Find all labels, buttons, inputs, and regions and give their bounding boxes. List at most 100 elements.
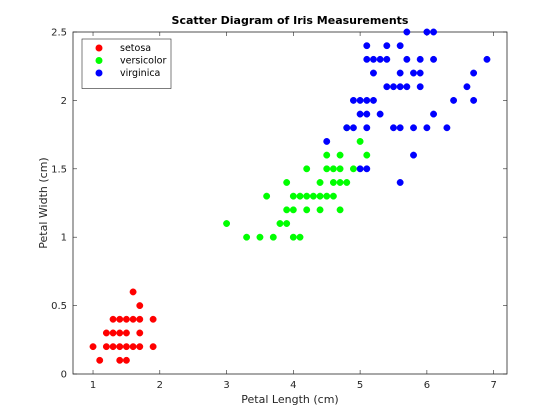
versicolor-point: [329, 165, 337, 173]
setosa-point: [149, 343, 157, 351]
versicolor-point: [223, 220, 231, 227]
virginica-point: [370, 55, 377, 63]
legend-marker-setosa: [95, 44, 103, 52]
versicolor-point: [349, 165, 357, 173]
setosa-point: [122, 329, 130, 337]
setosa-point: [136, 315, 144, 323]
virginica-point: [343, 124, 351, 132]
setosa-point: [109, 343, 117, 351]
y-tick-label: 1.5: [51, 164, 67, 175]
versicolor-point: [309, 192, 317, 200]
virginica-point: [363, 42, 371, 50]
x-tick-label: 2: [157, 380, 163, 391]
virginica-point: [470, 96, 478, 104]
virginica-point: [383, 83, 391, 91]
versicolor-point: [283, 206, 291, 214]
setosa-point: [116, 343, 124, 351]
versicolor-point: [276, 220, 284, 227]
virginica-point: [370, 69, 377, 77]
virginica-point: [390, 124, 397, 132]
y-tick-label: 2.5: [51, 28, 67, 39]
virginica-point: [430, 55, 438, 63]
setosa-point: [116, 329, 124, 337]
virginica-point: [470, 69, 478, 77]
y-tick-label: 1: [61, 233, 67, 244]
virginica-point: [463, 83, 471, 91]
virginica-point: [396, 179, 404, 186]
virginica-point: [363, 96, 371, 104]
virginica-point: [430, 28, 438, 36]
virginica-point: [390, 83, 397, 91]
virginica-point: [410, 124, 417, 132]
virginica-point: [483, 55, 491, 63]
virginica-point: [430, 110, 438, 118]
versicolor-point: [243, 233, 251, 241]
virginica-point: [396, 124, 404, 132]
versicolor-point: [283, 179, 291, 186]
virginica-point: [349, 124, 357, 132]
y-axis-label: Petal Width (cm): [37, 157, 50, 248]
legend-marker-versicolor: [95, 57, 103, 64]
setosa-point: [109, 329, 117, 337]
x-tick-label: 7: [490, 380, 496, 391]
versicolor-point: [269, 233, 277, 241]
virginica-point: [356, 110, 364, 118]
versicolor-point: [283, 220, 291, 227]
versicolor-point: [329, 179, 337, 186]
axis-ticks: 1 2 3 4 5 6 7 0 0.5 1 1.5 2 2.5: [51, 28, 507, 391]
versicolor-point: [289, 233, 297, 241]
legend-label-virginica: virginica: [120, 68, 160, 79]
versicolor-point: [289, 192, 297, 200]
legend-marker-virginica: [95, 69, 103, 77]
virginica-point: [416, 69, 424, 77]
virginica-point: [450, 96, 458, 104]
virginica-point: [363, 165, 371, 173]
virginica-point: [356, 96, 364, 104]
virginica-point: [423, 124, 431, 132]
setosa-point: [122, 356, 130, 364]
virginica-point: [363, 110, 371, 118]
versicolor-point: [363, 151, 371, 159]
versicolor-point: [256, 233, 264, 241]
x-tick-label: 6: [424, 380, 430, 391]
y-tick-label: 0.5: [51, 301, 67, 312]
virginica-point: [423, 28, 431, 36]
versicolor-point: [303, 192, 311, 200]
setosa-point: [109, 315, 117, 323]
legend-label-setosa: setosa: [120, 43, 151, 54]
setosa-point: [129, 343, 137, 351]
virginica-point: [403, 83, 411, 91]
versicolor-point: [303, 206, 311, 214]
virginica-point: [410, 69, 417, 77]
versicolor-point: [343, 179, 351, 186]
virginica-point: [376, 55, 384, 63]
x-axis-label: Petal Length (cm): [241, 393, 338, 406]
versicolor-point: [356, 137, 364, 145]
virginica-point: [396, 69, 404, 77]
versicolor-point: [323, 151, 331, 159]
setosa-point: [136, 302, 144, 310]
versicolor-point: [323, 165, 331, 173]
versicolor-point: [336, 165, 344, 173]
virginica-point: [376, 110, 384, 118]
setosa-point: [129, 315, 137, 323]
versicolor-point: [263, 192, 271, 200]
virginica-point: [396, 83, 404, 91]
setosa-point: [136, 329, 144, 337]
versicolor-point: [303, 165, 311, 173]
virginica-point: [416, 83, 424, 91]
chart-title: Scatter Diagram of Iris Measurements: [172, 14, 409, 27]
setosa-point: [122, 343, 130, 351]
setosa-point: [89, 343, 97, 351]
data-points: [89, 28, 491, 364]
virginica-point: [383, 55, 391, 63]
setosa-point: [96, 356, 104, 364]
virginica-point: [363, 55, 371, 63]
x-tick-label: 3: [223, 380, 229, 391]
virginica-point: [416, 55, 424, 63]
setosa-point: [149, 315, 157, 323]
virginica-point: [383, 42, 391, 50]
setosa-point: [116, 356, 124, 364]
